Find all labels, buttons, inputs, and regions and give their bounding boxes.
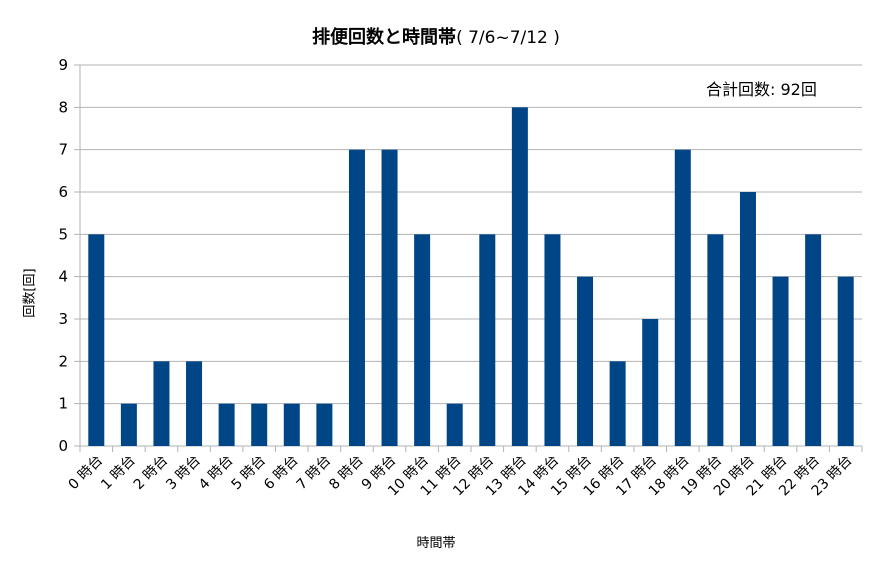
bar: [446, 403, 463, 446]
y-axis-label: 回数[回]: [22, 268, 38, 318]
x-tick-label: 5 時台: [228, 453, 269, 494]
y-tick-label: 7: [58, 141, 68, 159]
y-tick-label: 6: [58, 183, 68, 201]
bar: [186, 361, 203, 446]
y-tick-label: 1: [58, 395, 68, 413]
chart-title: 排便回数と時間帯( 7/6~7/12 ): [0, 23, 872, 49]
y-tick-label: 9: [58, 56, 68, 74]
bar: [316, 403, 333, 446]
x-tick-label: 2 時台: [131, 453, 172, 494]
bar: [283, 403, 300, 446]
chart-title-range: ( 7/6~7/12 ): [456, 28, 560, 48]
bar: [251, 403, 268, 446]
bar: [674, 149, 691, 446]
bar: [837, 276, 854, 446]
bar: [479, 234, 496, 446]
bar: [642, 319, 659, 446]
total-count-annotation: 合計回数: 92回: [706, 80, 817, 99]
bar: [577, 276, 594, 446]
bar: [739, 192, 756, 446]
y-tick-label: 0: [58, 437, 68, 455]
bar: [153, 361, 170, 446]
x-tick-label: 3 時台: [163, 453, 204, 494]
bar: [544, 234, 561, 446]
bar: [707, 234, 724, 446]
x-tick-label: 1 時台: [98, 453, 139, 494]
y-tick-label: 3: [58, 310, 68, 328]
y-tick-label: 5: [58, 225, 68, 243]
y-tick-label: 8: [58, 98, 68, 116]
bar: [511, 107, 528, 446]
x-axis-label: 時間帯: [416, 536, 456, 551]
y-tick-label: 4: [58, 268, 68, 286]
bar: [772, 276, 789, 446]
bar: [609, 361, 626, 446]
chart-title-main: 排便回数と時間帯: [312, 27, 457, 48]
x-tick-label: 7 時台: [294, 453, 335, 494]
x-tick-label: 6 時台: [261, 453, 302, 494]
bar: [218, 403, 235, 446]
bar: [120, 403, 137, 446]
x-tick-label: 0 時台: [66, 453, 107, 494]
bar: [381, 149, 398, 446]
bar: [88, 234, 105, 446]
bar: [348, 149, 365, 446]
y-tick-label: 2: [58, 352, 68, 370]
x-tick-label: 4 時台: [196, 453, 237, 494]
bar: [805, 234, 822, 446]
bar: [414, 234, 431, 446]
x-tick-label: 8 時台: [326, 453, 367, 494]
